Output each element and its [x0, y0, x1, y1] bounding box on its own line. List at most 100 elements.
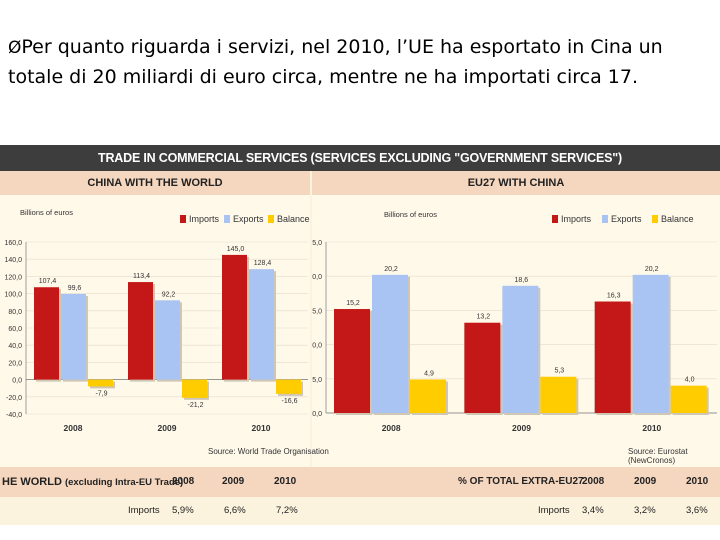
data-label-balance-2010: 4,0 — [685, 377, 695, 384]
china-world-chart: Billions of euros Imports Exports Balance 16… — [4, 208, 310, 433]
y-tick-label: 0,0 — [312, 411, 322, 418]
data-label-imports-2009: 13,2 — [477, 314, 491, 321]
right-value-2010: 3,6% — [686, 505, 708, 516]
x-tick-label-2009: 2009 — [512, 423, 531, 433]
x-tick-label-2010: 2010 — [642, 423, 661, 433]
bar-exports-2008 — [372, 274, 408, 413]
y-tick-label: 140,0 — [4, 257, 22, 264]
legend-swatch-exports — [224, 215, 230, 223]
bar-imports-2008 — [334, 309, 370, 413]
bar-exports-2009 — [155, 300, 180, 380]
eu27-china-chart: Billions of euros Imports Exports Balance 25… — [308, 210, 717, 433]
y-tick-label: 20,0 — [312, 274, 322, 281]
data-label-imports-2008: 15,2 — [346, 300, 360, 307]
left-value-2009: 6,6% — [224, 505, 246, 516]
data-label-exports-2009: 92,2 — [162, 291, 176, 298]
left-year-2009: 2009 — [222, 476, 245, 487]
bar-imports-2010 — [594, 301, 631, 413]
arrow-bullet-icon: Ø — [8, 38, 22, 58]
y-axis-label: Billions of euros — [20, 208, 73, 217]
y-tick-label: -40,0 — [6, 412, 22, 419]
data-label-imports-2010: 145,0 — [227, 246, 245, 253]
y-tick-label: 25,0 — [312, 240, 322, 247]
left-value-2008: 5,9% — [172, 505, 194, 516]
bar-exports-2008 — [61, 293, 86, 380]
data-label-balance-2009: 5,3 — [554, 368, 564, 375]
legend-label-imports: Imports — [561, 214, 592, 224]
data-label-exports-2008: 99,6 — [68, 285, 82, 292]
data-label-exports-2008: 20,2 — [384, 266, 398, 273]
y-tick-label: 5,0 — [312, 377, 322, 384]
y-tick-label: -20,0 — [6, 395, 22, 402]
y-tick-label: 0,0 — [12, 378, 22, 385]
left-value-2010: 7,2% — [276, 505, 298, 516]
data-label-balance-2010: -16,6 — [282, 398, 298, 405]
share-table-header: HE WORLD (excluding Intra-EU Trade) 2008… — [0, 467, 720, 497]
data-label-imports-2008: 107,4 — [39, 278, 57, 285]
y-tick-label: 160,0 — [4, 240, 22, 247]
bar-balance-2008 — [410, 379, 446, 413]
bar-imports-2009 — [128, 282, 153, 380]
bar-exports-2010 — [249, 269, 274, 380]
legend-label-exports: Exports — [233, 214, 264, 224]
y-tick-label: 60,0 — [8, 326, 22, 333]
bar-imports-2009 — [464, 322, 501, 413]
figure-title: TRADE IN COMMERCIAL SERVICES (SERVICES E… — [0, 145, 720, 171]
bar-imports-2010 — [222, 254, 247, 380]
data-label-balance-2009: -21,2 — [188, 402, 204, 409]
legend-swatch-imports — [552, 215, 558, 223]
data-label-exports-2010: 128,4 — [254, 260, 272, 267]
bar-balance-2009 — [182, 379, 207, 398]
x-tick-label-2010: 2010 — [252, 423, 271, 433]
y-tick-label: 80,0 — [8, 309, 22, 316]
data-label-exports-2009: 18,6 — [515, 277, 529, 284]
left-table-title: HE WORLD (excluding Intra-EU Trade) — [2, 476, 184, 488]
y-tick-label: 20,0 — [8, 360, 22, 367]
left-year-2010: 2010 — [274, 476, 297, 487]
right-year-2008: 2008 — [582, 476, 605, 487]
right-table-title: % OF TOTAL EXTRA-EU27 — [458, 476, 584, 487]
legend-label-balance: Balance — [661, 214, 694, 224]
right-value-2008: 3,4% — [582, 505, 604, 516]
left-chart-heading: CHINA WITH THE WORLD — [0, 171, 310, 195]
y-tick-label: 15,0 — [312, 308, 322, 315]
right-source-note: Source: Eurostat (NewCronos) — [628, 447, 688, 465]
bar-balance-2008 — [88, 379, 113, 387]
bar-exports-2010 — [632, 274, 669, 413]
x-tick-label-2008: 2008 — [64, 423, 83, 433]
right-year-2010: 2010 — [686, 476, 709, 487]
left-chart-panel: Billions of euros Imports Exports Balance 16… — [0, 195, 310, 467]
right-chart-panel: Billions of euros Imports Exports Balance 25… — [308, 195, 720, 467]
right-row-label: Imports — [538, 505, 570, 516]
share-table: HE WORLD (excluding Intra-EU Trade) 2008… — [0, 467, 720, 525]
y-tick-label: 40,0 — [8, 343, 22, 350]
y-tick-label: 100,0 — [4, 292, 22, 299]
left-row-label: Imports — [128, 505, 160, 516]
caption-text: Per quanto riguarda i servizi, nel 2010,… — [8, 36, 663, 88]
right-chart-heading: EU27 WITH CHINA — [312, 171, 720, 195]
data-label-imports-2010: 16,3 — [607, 293, 621, 300]
x-tick-label-2009: 2009 — [158, 423, 177, 433]
legend-label-imports: Imports — [189, 214, 220, 224]
y-tick-label: 120,0 — [4, 274, 22, 281]
data-label-balance-2008: -7,9 — [95, 390, 107, 397]
data-label-balance-2008: 4,9 — [424, 370, 434, 377]
legend-swatch-balance — [268, 215, 274, 223]
left-source-note: Source: World Trade Organisation — [208, 447, 329, 456]
x-tick-label-2008: 2008 — [382, 423, 401, 433]
left-year-2008: 2008 — [172, 476, 195, 487]
data-label-imports-2009: 113,4 — [133, 273, 150, 280]
legend-swatch-exports — [602, 215, 608, 223]
bar-imports-2008 — [34, 287, 59, 380]
trade-figure: TRADE IN COMMERCIAL SERVICES (SERVICES E… — [0, 145, 720, 525]
legend-swatch-imports — [180, 215, 186, 223]
y-axis-label: Billions of euros — [384, 210, 437, 219]
share-table-row: Imports 5,9% 6,6% 7,2% Imports 3,4% 3,2%… — [0, 497, 720, 525]
right-year-2009: 2009 — [634, 476, 657, 487]
data-label-exports-2010: 20,2 — [645, 266, 659, 273]
slide-caption: ØPer quanto riguarda i servizi, nel 2010… — [8, 33, 714, 92]
legend-label-exports: Exports — [611, 214, 642, 224]
legend-label-balance: Balance — [277, 214, 310, 224]
legend-swatch-balance — [652, 215, 658, 223]
bar-exports-2009 — [502, 285, 539, 413]
